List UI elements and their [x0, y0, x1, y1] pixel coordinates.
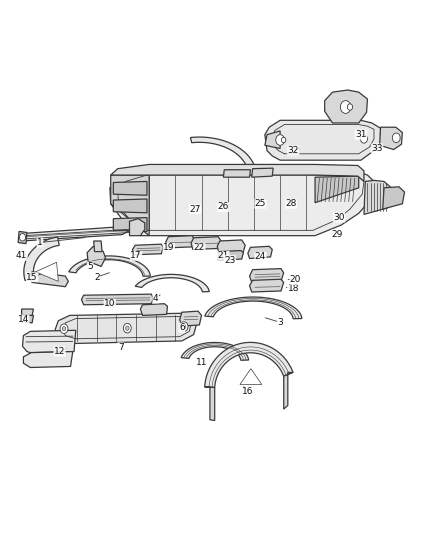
Text: 20: 20 — [290, 275, 301, 284]
Circle shape — [180, 322, 188, 332]
Text: 26: 26 — [218, 203, 229, 212]
Circle shape — [340, 101, 351, 114]
Text: 12: 12 — [54, 347, 65, 356]
Polygon shape — [133, 244, 163, 255]
Polygon shape — [87, 246, 106, 266]
Polygon shape — [110, 171, 374, 236]
Polygon shape — [240, 368, 262, 384]
Text: 19: 19 — [163, 244, 174, 253]
Circle shape — [347, 104, 353, 110]
Polygon shape — [250, 279, 284, 292]
Circle shape — [392, 133, 400, 143]
Circle shape — [60, 324, 68, 334]
Polygon shape — [265, 120, 381, 160]
Polygon shape — [94, 241, 102, 252]
Polygon shape — [217, 240, 245, 254]
Text: 3: 3 — [277, 318, 283, 327]
Polygon shape — [113, 217, 147, 231]
Text: 14: 14 — [18, 315, 29, 324]
Polygon shape — [284, 373, 293, 409]
Polygon shape — [315, 176, 359, 203]
Circle shape — [62, 327, 66, 331]
Text: 33: 33 — [371, 144, 383, 153]
Polygon shape — [380, 127, 403, 150]
Circle shape — [360, 135, 367, 143]
Text: 28: 28 — [285, 199, 297, 208]
Text: 18: 18 — [287, 284, 299, 293]
Polygon shape — [181, 343, 249, 360]
Polygon shape — [250, 269, 284, 282]
Text: 10: 10 — [104, 299, 116, 308]
Polygon shape — [325, 90, 367, 123]
Polygon shape — [18, 231, 27, 244]
Polygon shape — [135, 274, 209, 292]
Polygon shape — [111, 175, 149, 236]
Text: 31: 31 — [355, 130, 367, 139]
Text: 2: 2 — [94, 273, 99, 281]
Text: 4: 4 — [153, 294, 159, 303]
Circle shape — [276, 135, 285, 146]
Polygon shape — [191, 137, 255, 170]
Polygon shape — [383, 187, 405, 209]
Polygon shape — [166, 236, 195, 248]
Circle shape — [124, 324, 131, 333]
Polygon shape — [69, 256, 150, 276]
Text: 32: 32 — [287, 146, 299, 155]
Polygon shape — [23, 314, 33, 323]
Polygon shape — [22, 330, 76, 353]
Polygon shape — [191, 237, 221, 249]
Circle shape — [19, 233, 25, 241]
Text: 21: 21 — [218, 252, 229, 260]
Text: 23: 23 — [224, 256, 236, 264]
Text: 29: 29 — [331, 230, 343, 239]
Text: 17: 17 — [130, 252, 142, 260]
Polygon shape — [113, 181, 147, 195]
Text: 22: 22 — [194, 244, 205, 253]
Polygon shape — [29, 272, 68, 287]
Text: 27: 27 — [189, 205, 201, 214]
Polygon shape — [218, 251, 244, 260]
Text: 16: 16 — [242, 387, 253, 396]
Text: 15: 15 — [26, 273, 38, 281]
Circle shape — [282, 138, 286, 143]
Polygon shape — [205, 297, 302, 319]
Polygon shape — [223, 169, 251, 177]
Polygon shape — [180, 311, 201, 326]
Polygon shape — [205, 342, 293, 387]
Polygon shape — [55, 313, 196, 344]
Polygon shape — [35, 262, 58, 281]
Text: 24: 24 — [255, 253, 266, 261]
Polygon shape — [81, 294, 153, 305]
Text: 11: 11 — [196, 358, 207, 367]
Text: 41: 41 — [16, 252, 27, 260]
Polygon shape — [252, 168, 273, 177]
Polygon shape — [113, 199, 147, 213]
Polygon shape — [21, 309, 33, 316]
Polygon shape — [111, 165, 364, 181]
Text: 25: 25 — [255, 199, 266, 208]
Text: 5: 5 — [87, 262, 93, 271]
Polygon shape — [24, 237, 59, 280]
Text: 30: 30 — [333, 213, 345, 222]
Polygon shape — [141, 304, 167, 316]
Circle shape — [126, 326, 129, 330]
Polygon shape — [265, 131, 280, 149]
Text: 1: 1 — [37, 238, 43, 247]
Polygon shape — [248, 246, 272, 259]
Polygon shape — [21, 223, 134, 241]
Polygon shape — [23, 352, 73, 368]
Circle shape — [182, 325, 186, 329]
Text: 7: 7 — [118, 343, 124, 352]
Polygon shape — [364, 180, 392, 214]
Polygon shape — [130, 219, 145, 236]
Text: 6: 6 — [179, 323, 185, 332]
Polygon shape — [205, 387, 215, 421]
